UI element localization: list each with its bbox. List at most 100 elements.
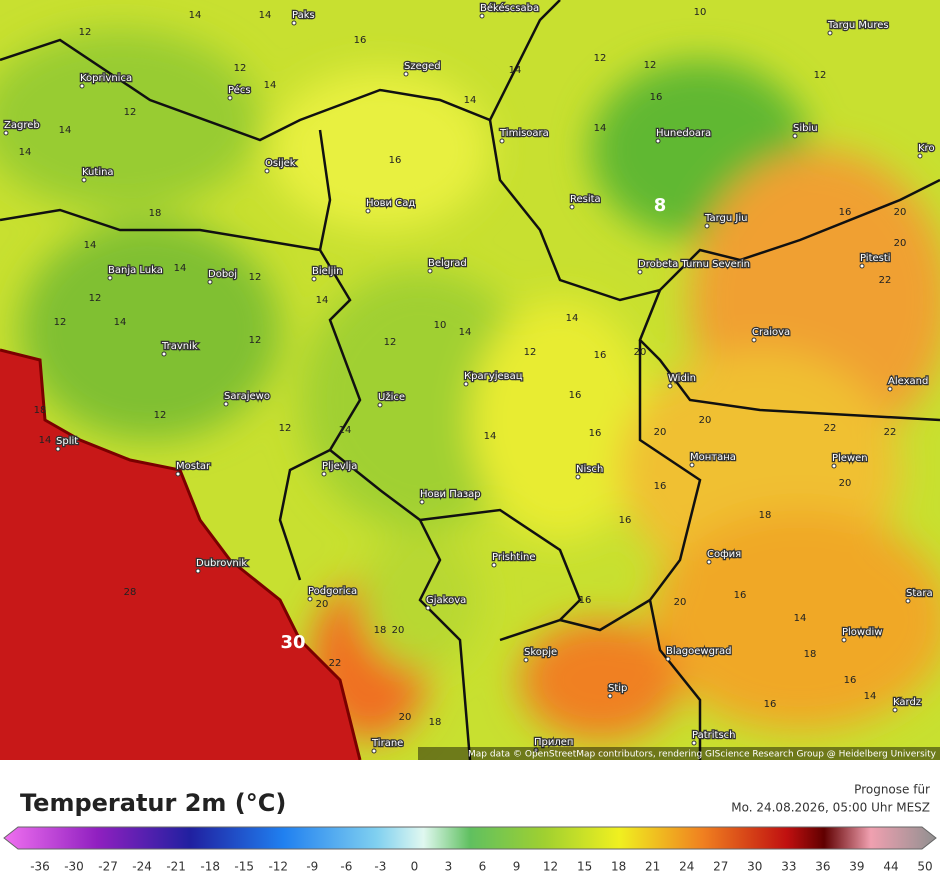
temperature-label: 14 xyxy=(459,327,472,338)
city-marker xyxy=(227,95,233,101)
temperature-label: 12 xyxy=(279,423,292,434)
city-label: Bieljin xyxy=(312,266,342,277)
city-marker xyxy=(81,177,87,183)
city-marker xyxy=(887,386,893,392)
temperature-label: 12 xyxy=(249,335,262,346)
city-label: Plewen xyxy=(832,453,868,464)
temperature-label: 12 xyxy=(384,337,397,348)
city-marker xyxy=(706,559,712,565)
temperature-label: 16 xyxy=(569,390,582,401)
city-label: Прилеп xyxy=(534,737,573,748)
temperature-label: 14 xyxy=(189,10,202,21)
city-marker xyxy=(905,598,911,604)
temperature-label: 22 xyxy=(824,423,837,434)
city-label: Patritsch xyxy=(692,730,736,741)
colorbar-tick-label: 27 xyxy=(713,860,728,874)
city-marker xyxy=(827,30,833,36)
temperature-label: 14 xyxy=(174,263,187,274)
temperature-label: 20 xyxy=(634,347,647,358)
city-marker xyxy=(792,133,798,139)
colorbar-tick-label: 18 xyxy=(611,860,626,874)
temperature-label: 12 xyxy=(644,60,657,71)
city-label: Užice xyxy=(378,391,405,403)
colorbar-tick-label: 3 xyxy=(445,860,453,874)
city-marker xyxy=(831,463,837,469)
temperature-label: 12 xyxy=(234,63,247,74)
city-label: Békéscsaba xyxy=(480,2,539,14)
city-marker xyxy=(704,223,710,229)
colorbar-ticks: -36 -30 -27 -24 -21 -18 -15 -12 -9 -6 -3 0 3 6 9 12 15 18… xyxy=(30,860,932,874)
colorbar-tick-label: 12 xyxy=(543,860,558,874)
city-marker xyxy=(223,401,229,407)
city-marker xyxy=(689,462,695,468)
city-marker xyxy=(607,693,613,699)
city-label: Blagoewgrad xyxy=(666,646,732,657)
city-label: Travnik xyxy=(161,341,198,352)
city-label: Tirane xyxy=(371,738,403,749)
colorbar-tick-label: 30 xyxy=(747,860,762,874)
temperature-label: 28 xyxy=(124,587,137,598)
city-label: Pécs xyxy=(228,84,251,96)
temperature-label: 16 xyxy=(734,590,747,601)
temperature-label: 12 xyxy=(524,347,537,358)
colorbar-tick-label: 0 xyxy=(411,860,419,874)
city-label: Нови Сад xyxy=(366,198,415,209)
temperature-label: 14 xyxy=(259,10,272,21)
city-marker xyxy=(365,208,371,214)
temperature-label: 16 xyxy=(579,595,592,606)
temperature-label: 16 xyxy=(389,155,402,166)
temperature-label: 8 xyxy=(654,195,667,216)
colorbar-tick-label: -24 xyxy=(132,860,152,874)
temperature-label: 16 xyxy=(619,515,632,526)
city-label: Prishtine xyxy=(492,552,535,563)
city-marker xyxy=(307,596,313,602)
city-marker xyxy=(655,138,661,144)
city-marker xyxy=(499,138,505,144)
city-label: Doboj xyxy=(208,269,237,280)
attribution-bg xyxy=(418,747,940,760)
city-marker xyxy=(463,381,469,387)
city-marker xyxy=(691,740,697,746)
city-marker xyxy=(3,130,9,136)
temperature-label: 16 xyxy=(844,675,857,686)
colorbar-tick-label: -21 xyxy=(166,860,186,874)
temperature-label: 22 xyxy=(329,658,342,669)
colorbar-tick-label: -3 xyxy=(374,860,386,874)
city-label: Gjakova xyxy=(426,595,466,606)
temperature-label: 18 xyxy=(374,625,387,636)
city-label: Kro xyxy=(918,143,935,154)
city-label: Timisoara xyxy=(499,128,549,139)
colorbar-tick-label: 39 xyxy=(849,860,864,874)
city-marker xyxy=(533,747,539,753)
temperature-label: 18 xyxy=(149,208,162,219)
temperature-label: 14 xyxy=(464,95,477,106)
temperature-label: 14 xyxy=(84,240,97,251)
city-marker xyxy=(377,402,383,408)
colorbar-tick-label: 15 xyxy=(577,860,592,874)
city-marker xyxy=(207,279,213,285)
temperature-label: 14 xyxy=(339,425,352,436)
city-marker xyxy=(841,637,847,643)
coast xyxy=(0,348,362,760)
city-label: Mostar xyxy=(176,461,211,472)
legend: Temperatur 2m (°C) Prognose für Mo. 24.0… xyxy=(3,783,937,874)
temperature-label: 12 xyxy=(124,107,137,118)
temperature-label: 20 xyxy=(894,207,907,218)
city-label: Kutina xyxy=(82,167,114,178)
temperature-label: 20 xyxy=(392,625,405,636)
colorbar-tick-label: -18 xyxy=(200,860,220,874)
city-label: Drobeta Turnu Severin xyxy=(638,259,750,270)
temperature-label: 22 xyxy=(879,275,892,286)
city-labels: Paks Békéscsaba Targu Mures Koprivnica Pécs S… xyxy=(3,1,936,754)
colorbar-tick-label: -15 xyxy=(234,860,254,874)
city-marker xyxy=(55,446,61,452)
city-label: Targu Jiu xyxy=(704,213,747,224)
city-label: Kardz xyxy=(893,697,921,708)
city-marker xyxy=(751,337,757,343)
forecast-label: Prognose für xyxy=(854,783,930,797)
city-marker xyxy=(264,168,270,174)
temperature-label: 14 xyxy=(264,80,277,91)
city-label: Osijek xyxy=(265,158,296,169)
temperature-label: 14 xyxy=(19,147,32,158)
